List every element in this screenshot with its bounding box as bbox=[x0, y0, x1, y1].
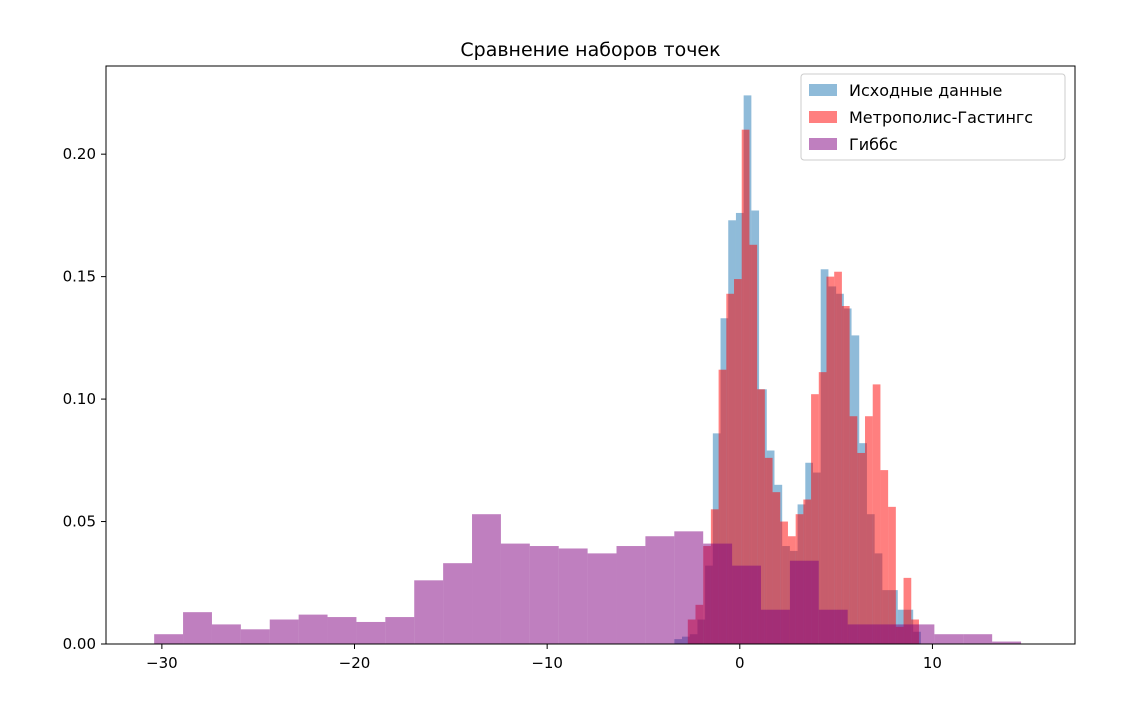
x-tick-label: −20 bbox=[339, 654, 371, 672]
bar bbox=[211, 624, 241, 644]
series-2 bbox=[154, 514, 1022, 644]
bar bbox=[780, 521, 788, 644]
bar bbox=[963, 634, 993, 644]
legend-swatch bbox=[809, 111, 837, 123]
bar bbox=[183, 612, 212, 644]
bar bbox=[903, 577, 912, 644]
bar bbox=[414, 580, 444, 644]
bar bbox=[732, 565, 761, 644]
bar bbox=[718, 369, 727, 644]
bar bbox=[269, 619, 299, 644]
axes-frame bbox=[105, 65, 1076, 645]
y-tick-label: 0.15 bbox=[63, 268, 96, 286]
legend-label: Гиббс bbox=[849, 135, 898, 154]
bar bbox=[880, 470, 889, 644]
bar bbox=[789, 560, 819, 644]
bar bbox=[587, 553, 617, 644]
bar bbox=[558, 548, 588, 644]
bar bbox=[811, 394, 819, 644]
bar bbox=[992, 641, 1022, 644]
legend: Исходные данные Метрополис-Гастингс Гиббс bbox=[800, 73, 1066, 161]
bar bbox=[674, 531, 704, 644]
bar bbox=[818, 372, 827, 644]
legend-swatch bbox=[809, 138, 837, 150]
bar bbox=[741, 129, 750, 644]
bar bbox=[772, 492, 781, 644]
x-axis: −30 −20 −10 0 10 bbox=[146, 644, 942, 672]
bar bbox=[616, 546, 646, 644]
bar bbox=[826, 276, 835, 644]
bar bbox=[872, 384, 881, 644]
bar bbox=[726, 293, 735, 644]
x-tick-label: 0 bbox=[735, 654, 745, 672]
bar bbox=[764, 457, 773, 644]
legend-label: Метрополис-Гастингс bbox=[849, 108, 1033, 127]
legend-label: Исходные данные bbox=[849, 81, 1002, 100]
bar bbox=[749, 244, 758, 644]
bar bbox=[529, 546, 559, 644]
bar bbox=[443, 563, 473, 644]
x-tick-label: −10 bbox=[531, 654, 563, 672]
bar bbox=[298, 614, 328, 644]
bar bbox=[472, 514, 501, 644]
bar bbox=[857, 452, 866, 644]
histogram-bars bbox=[154, 95, 1022, 644]
bar bbox=[834, 271, 842, 644]
y-tick-label: 0.05 bbox=[63, 513, 96, 531]
bar bbox=[847, 624, 877, 644]
bar bbox=[760, 609, 790, 644]
bar bbox=[385, 617, 415, 644]
bar bbox=[757, 389, 765, 644]
chart-title: Сравнение наборов точек bbox=[460, 39, 720, 61]
y-tick-label: 0.10 bbox=[63, 390, 96, 408]
legend-box bbox=[800, 73, 1066, 161]
y-tick-label: 0.20 bbox=[63, 145, 96, 163]
x-tick-label: −30 bbox=[146, 654, 178, 672]
bar bbox=[818, 609, 848, 644]
bar bbox=[905, 624, 935, 644]
bar bbox=[645, 536, 675, 644]
bar bbox=[500, 543, 530, 644]
x-tick-label: 10 bbox=[923, 654, 942, 672]
bar bbox=[865, 416, 873, 644]
y-axis: 0.00 0.05 0.10 0.15 0.20 bbox=[63, 145, 106, 653]
bar bbox=[849, 416, 858, 644]
legend-swatch bbox=[809, 84, 837, 96]
bar bbox=[240, 629, 270, 644]
bar bbox=[876, 624, 906, 644]
bar bbox=[841, 306, 850, 644]
bar bbox=[703, 543, 733, 644]
bar bbox=[888, 506, 896, 644]
bar bbox=[327, 617, 357, 644]
bar bbox=[356, 621, 386, 644]
bar bbox=[734, 279, 742, 644]
y-tick-label: 0.00 bbox=[63, 635, 96, 653]
bar bbox=[154, 634, 184, 644]
bar bbox=[934, 634, 964, 644]
